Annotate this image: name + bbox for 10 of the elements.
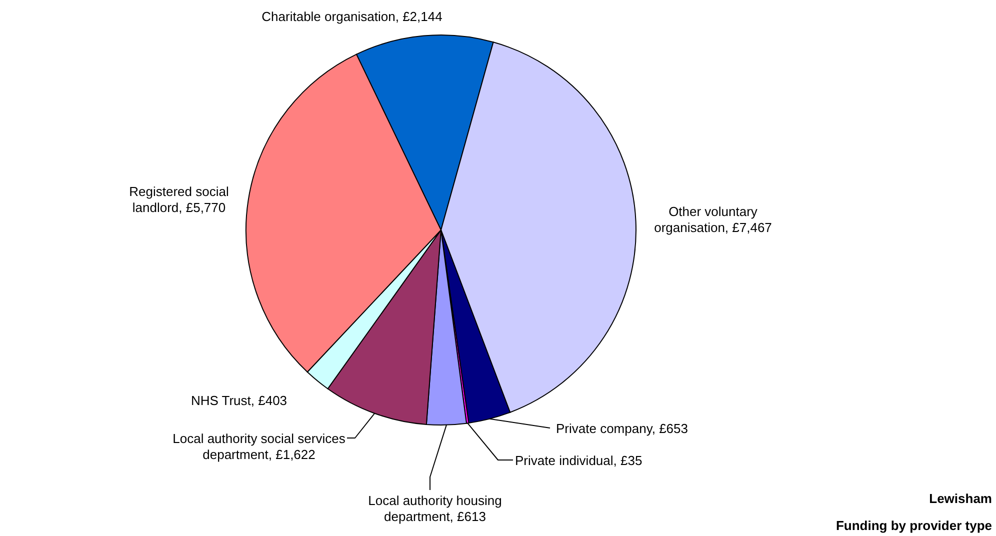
slice-label: Registered social landlord, £5,770 bbox=[129, 184, 229, 215]
slice-label: Other voluntary organisation, £7,467 bbox=[654, 204, 772, 235]
slice-label: Private individual, £35 bbox=[515, 453, 642, 468]
text: Funding by provider type bbox=[836, 518, 992, 533]
slice-label: Private company, £653 bbox=[556, 421, 688, 436]
slice-label: NHS Trust, £403 bbox=[190, 393, 288, 408]
slice-label: Local authority housing department, £613 bbox=[368, 493, 502, 524]
slice-label: Local authority social services department, £1,622 bbox=[172, 431, 346, 462]
text: Lewisham bbox=[929, 491, 992, 506]
slice-label: Charitable organisation, £2,144 bbox=[262, 9, 442, 24]
